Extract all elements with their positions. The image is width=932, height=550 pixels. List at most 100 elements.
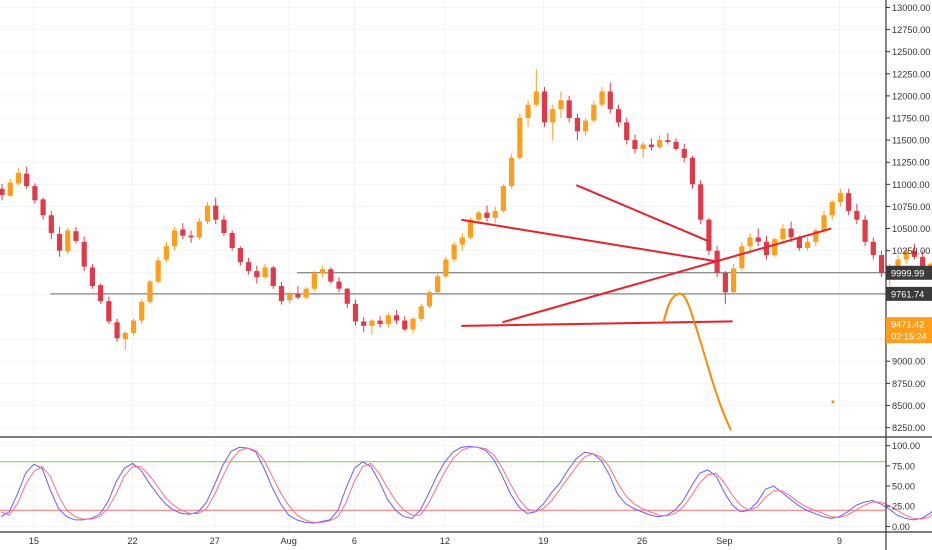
price-tick-label: 11000.00 bbox=[892, 180, 930, 190]
candle-body bbox=[492, 210, 498, 218]
candle-body bbox=[106, 301, 112, 322]
candle-body bbox=[361, 321, 367, 326]
candle-body bbox=[278, 286, 285, 302]
candle-body bbox=[262, 267, 268, 278]
candle-body bbox=[698, 184, 704, 220]
oscillator-line-k bbox=[0, 445, 932, 524]
candle-body bbox=[500, 186, 507, 211]
candle-body bbox=[484, 212, 490, 218]
candle-body bbox=[344, 288, 350, 304]
trendline-support bbox=[461, 320, 733, 327]
price-label-box bbox=[886, 265, 932, 280]
candle-body bbox=[81, 241, 87, 267]
candle-body bbox=[706, 219, 712, 251]
candle-body bbox=[114, 322, 120, 339]
candle-body bbox=[336, 281, 342, 289]
price-tick-label: 8500.00 bbox=[892, 401, 925, 411]
candle-body bbox=[24, 173, 30, 187]
oscillator-line-d bbox=[0, 446, 932, 523]
price-tick-label: 8250.00 bbox=[892, 423, 925, 433]
candle-body bbox=[32, 186, 38, 201]
trendline-rising bbox=[502, 227, 832, 324]
price-tick-label: 13000.00 bbox=[892, 3, 930, 13]
candle-body bbox=[204, 205, 211, 222]
oscillator-panel bbox=[0, 445, 932, 524]
candle-body bbox=[878, 255, 885, 273]
time-tick-label: 9 bbox=[837, 536, 842, 546]
price-tick-label: 9000.00 bbox=[892, 357, 925, 367]
price-tick-label: 8750.00 bbox=[892, 379, 925, 389]
time-tick-label: 12 bbox=[440, 536, 450, 546]
candle-body bbox=[188, 235, 194, 238]
price-tick-label: 12000.00 bbox=[892, 91, 930, 101]
candle-body bbox=[229, 232, 235, 249]
trendline-upper-falling bbox=[461, 218, 717, 263]
price-tick-label: 12500.00 bbox=[892, 47, 930, 57]
candle-body bbox=[550, 109, 556, 123]
candle-body bbox=[615, 109, 622, 123]
last-price-text: 9471.42 bbox=[891, 320, 924, 330]
candle-body bbox=[533, 91, 539, 105]
candle-body bbox=[254, 271, 260, 278]
candle-body bbox=[328, 269, 334, 282]
candle-body bbox=[393, 315, 400, 321]
candle-body bbox=[607, 91, 613, 110]
price-tick-label: 10500.00 bbox=[892, 224, 930, 234]
candle-body bbox=[319, 269, 326, 274]
time-tick-label: 26 bbox=[637, 536, 647, 546]
candle-body bbox=[862, 219, 868, 242]
candle-body bbox=[747, 237, 753, 247]
candle-body bbox=[854, 210, 860, 220]
candle-body bbox=[0, 188, 5, 195]
time-tick-label: 6 bbox=[352, 536, 357, 546]
candle-body bbox=[788, 228, 794, 238]
candle-body bbox=[640, 144, 646, 149]
candle-body bbox=[804, 241, 811, 249]
oscillator-tick-label: 50.00 bbox=[892, 482, 915, 492]
candle-body bbox=[673, 141, 679, 149]
candle-body bbox=[911, 250, 918, 257]
price-tick-label: 11750.00 bbox=[892, 113, 930, 123]
candle-body bbox=[98, 285, 104, 302]
candle-body bbox=[89, 267, 96, 287]
candle-body bbox=[155, 260, 161, 282]
candle-body bbox=[903, 250, 909, 260]
candle-body bbox=[665, 140, 671, 142]
candle-body bbox=[147, 281, 153, 302]
candle-body bbox=[65, 230, 71, 252]
candle-body bbox=[443, 259, 449, 277]
candle-body bbox=[846, 193, 852, 211]
candle-body bbox=[73, 231, 79, 241]
oscillator-tick-label: 100.00 bbox=[892, 441, 920, 451]
candle-body bbox=[657, 140, 663, 148]
candle-body bbox=[435, 276, 441, 293]
candle-body bbox=[385, 315, 391, 325]
candle-body bbox=[56, 233, 63, 251]
candle-body bbox=[689, 157, 696, 185]
candle-body bbox=[287, 294, 293, 301]
price-label-box bbox=[886, 286, 932, 301]
time-tick-label: 15 bbox=[29, 536, 39, 546]
candle-body bbox=[180, 229, 186, 236]
price-tick-label: 10250.00 bbox=[892, 246, 930, 256]
candles bbox=[0, 69, 932, 350]
time-tick-label: 19 bbox=[538, 536, 548, 546]
candle-body bbox=[467, 219, 474, 238]
candle-body bbox=[418, 306, 424, 319]
candle-body bbox=[377, 320, 383, 325]
candle-body bbox=[311, 273, 317, 289]
candle-body bbox=[722, 272, 728, 293]
candle-body bbox=[213, 205, 219, 220]
candle-body bbox=[15, 172, 22, 184]
candle-body bbox=[295, 294, 301, 298]
candle-body bbox=[130, 320, 137, 333]
candle-body bbox=[780, 228, 786, 240]
stray-dot bbox=[831, 400, 835, 404]
candle-body bbox=[246, 262, 252, 272]
candle-body bbox=[303, 288, 309, 298]
candle-body bbox=[459, 237, 465, 245]
candle-body bbox=[525, 104, 531, 118]
